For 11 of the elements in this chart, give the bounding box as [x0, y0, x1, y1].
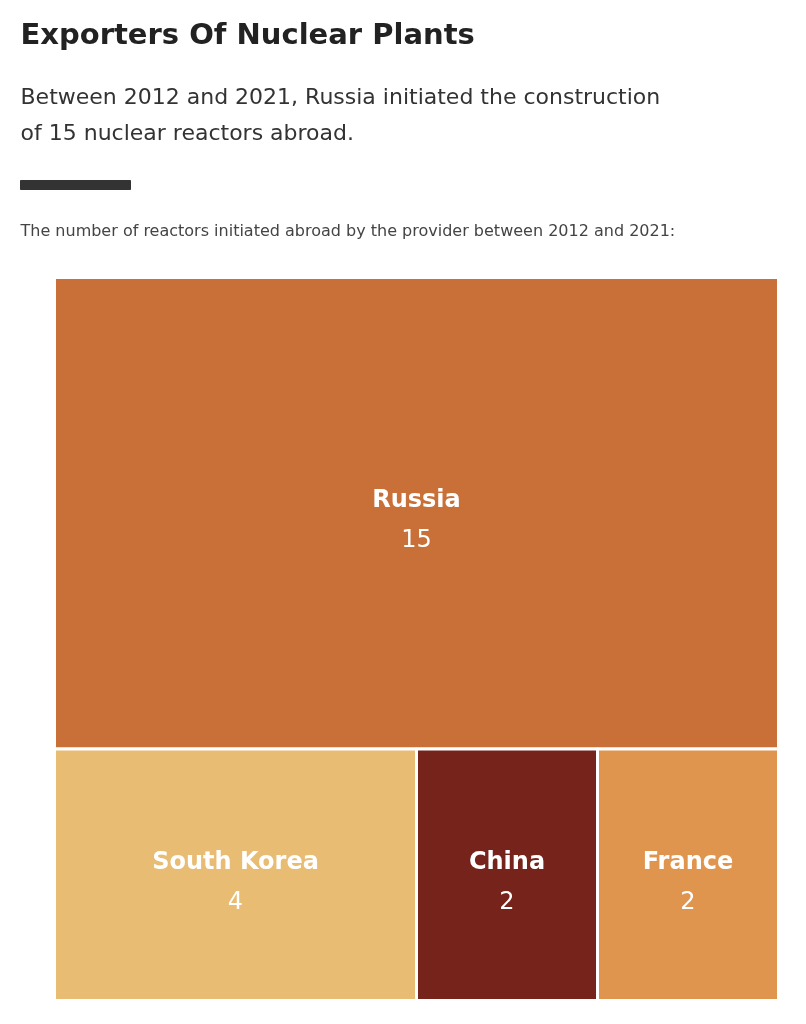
text: Between 2012 and 2021, Russia initiated the construction of 15 nuclear reactors abroad.	[20, 84, 661, 145]
data-label: 4	[227, 886, 244, 915]
text: Exporters Of Nuclear Plants	[20, 16, 475, 51]
data-label: 2	[499, 886, 515, 915]
data-label: 2	[680, 886, 696, 915]
data-label: 15	[401, 525, 432, 554]
text: The number of reactors initiated abroad by the provider between 2012 and 2021:	[19, 221, 676, 240]
category-label: France	[642, 846, 734, 875]
category-label: China	[468, 846, 546, 875]
category-label: South Korea	[152, 846, 319, 875]
category-label: Russia	[372, 485, 461, 514]
